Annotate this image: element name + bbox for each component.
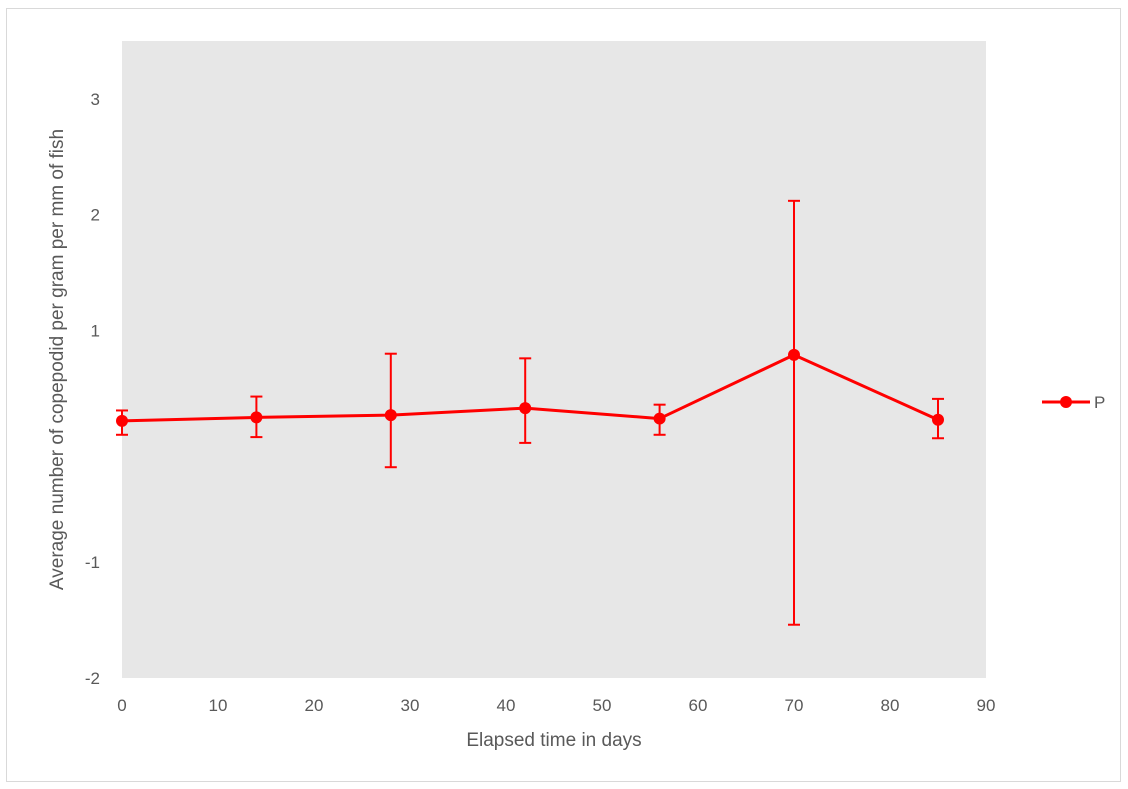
data-point bbox=[384, 409, 397, 422]
plot-area bbox=[122, 41, 986, 678]
data-point bbox=[788, 348, 800, 361]
y-axis-ticks: -2 -1 1 2 3 bbox=[85, 90, 100, 688]
chart: 0 10 20 30 40 50 60 70 80 90 -2 -1 1 2 3 Elapsed time… bbox=[47, 41, 1105, 751]
x-tick-label: 30 bbox=[401, 696, 420, 715]
x-tick-label: 70 bbox=[785, 696, 804, 715]
x-tick-label: 90 bbox=[977, 696, 996, 715]
data-point bbox=[519, 402, 532, 415]
x-tick-label: 50 bbox=[593, 696, 612, 715]
legend: P bbox=[1042, 393, 1105, 412]
x-tick-label: 10 bbox=[209, 696, 228, 715]
data-point bbox=[653, 412, 666, 425]
x-tick-label: 80 bbox=[881, 696, 900, 715]
y-axis-label: Average number of copepodid per gram per… bbox=[47, 129, 68, 590]
data-point bbox=[116, 414, 128, 427]
y-tick-label: -2 bbox=[85, 669, 100, 688]
y-tick-label: 1 bbox=[91, 322, 100, 341]
legend-label: P bbox=[1094, 393, 1105, 412]
x-axis-label: Elapsed time in days bbox=[466, 730, 641, 751]
y-tick-label: 2 bbox=[91, 206, 100, 225]
data-point bbox=[932, 413, 944, 426]
chart-frame: 0 10 20 30 40 50 60 70 80 90 -2 -1 1 2 3 Elapsed time… bbox=[6, 8, 1121, 782]
legend-marker bbox=[1060, 396, 1072, 408]
y-tick-label: 3 bbox=[91, 90, 100, 109]
x-axis-ticks: 0 10 20 30 40 50 60 70 80 90 bbox=[117, 696, 995, 715]
y-tick-label: -1 bbox=[85, 553, 100, 572]
markers bbox=[116, 348, 944, 427]
data-point bbox=[250, 411, 263, 424]
x-tick-label: 20 bbox=[305, 696, 324, 715]
x-tick-label: 60 bbox=[689, 696, 708, 715]
x-tick-label: 40 bbox=[497, 696, 516, 715]
x-tick-label: 0 bbox=[117, 696, 126, 715]
